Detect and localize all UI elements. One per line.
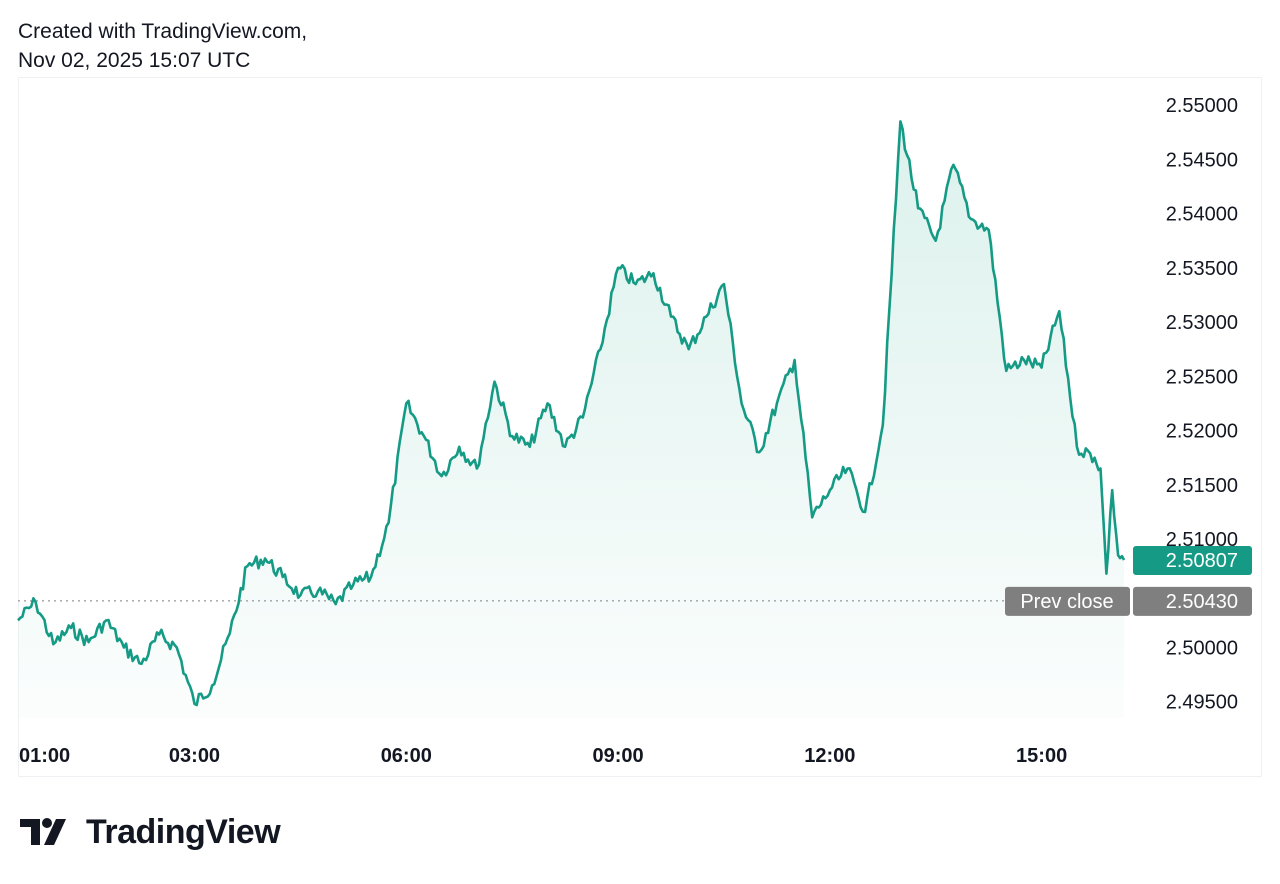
time-tick-label: 06:00 xyxy=(381,745,432,767)
price-tick-label: 2.49500 xyxy=(1166,692,1238,714)
price-tags: 2.50807 Prev close 2.50430 xyxy=(1005,545,1252,616)
time-tick-label: 03:00 xyxy=(169,745,220,767)
chart-header: Created with TradingView.com, Nov 02, 20… xyxy=(18,17,307,75)
tradingview-logo-text: TradingView xyxy=(86,812,281,851)
price-tick-label: 2.52500 xyxy=(1166,366,1238,388)
last-price-tag xyxy=(1133,545,1252,575)
header-source-text: Created with TradingView.com, xyxy=(18,20,308,43)
price-tick-label: 2.53500 xyxy=(1166,258,1238,280)
price-area xyxy=(18,121,1124,718)
time-axis: 01:00 03:00 06:00 09:00 12:00 15:00 xyxy=(19,745,1067,767)
price-tick-label: 2.51000 xyxy=(1166,529,1238,551)
prev-close-name-label: Prev close xyxy=(1020,591,1113,613)
last-price-label: 2.50807 xyxy=(1166,550,1238,572)
tradingview-logo-icon xyxy=(20,818,66,845)
price-tick-label: 2.54000 xyxy=(1166,204,1238,226)
chart-frame xyxy=(18,77,1262,777)
price-tick-label: 2.53000 xyxy=(1166,312,1238,334)
price-tick-label: 2.54500 xyxy=(1166,149,1238,171)
price-series-line xyxy=(17,120,1126,707)
prev-close-name-tag xyxy=(1005,586,1130,616)
time-tick-label: 01:00 xyxy=(19,745,70,767)
time-tick-label: 15:00 xyxy=(1016,745,1067,767)
price-tick-label: 2.55000 xyxy=(1166,95,1238,117)
prev-close-value-tag xyxy=(1133,586,1252,616)
time-tick-label: 12:00 xyxy=(804,745,855,767)
tradingview-logo: TradingView xyxy=(20,810,281,854)
time-tick-label: 09:00 xyxy=(592,745,643,767)
price-tick-label: 2.51500 xyxy=(1166,475,1238,497)
price-tick-label: 2.52000 xyxy=(1166,421,1238,443)
price-axis: 2.55000 2.54500 2.54000 2.53500 2.53000 2.525… xyxy=(1166,95,1238,714)
price-tick-label: 2.50000 xyxy=(1166,637,1238,659)
header-timestamp: Nov 02, 2025 15:07 UTC xyxy=(18,49,251,72)
prev-close-value-label: 2.50430 xyxy=(1166,591,1238,613)
